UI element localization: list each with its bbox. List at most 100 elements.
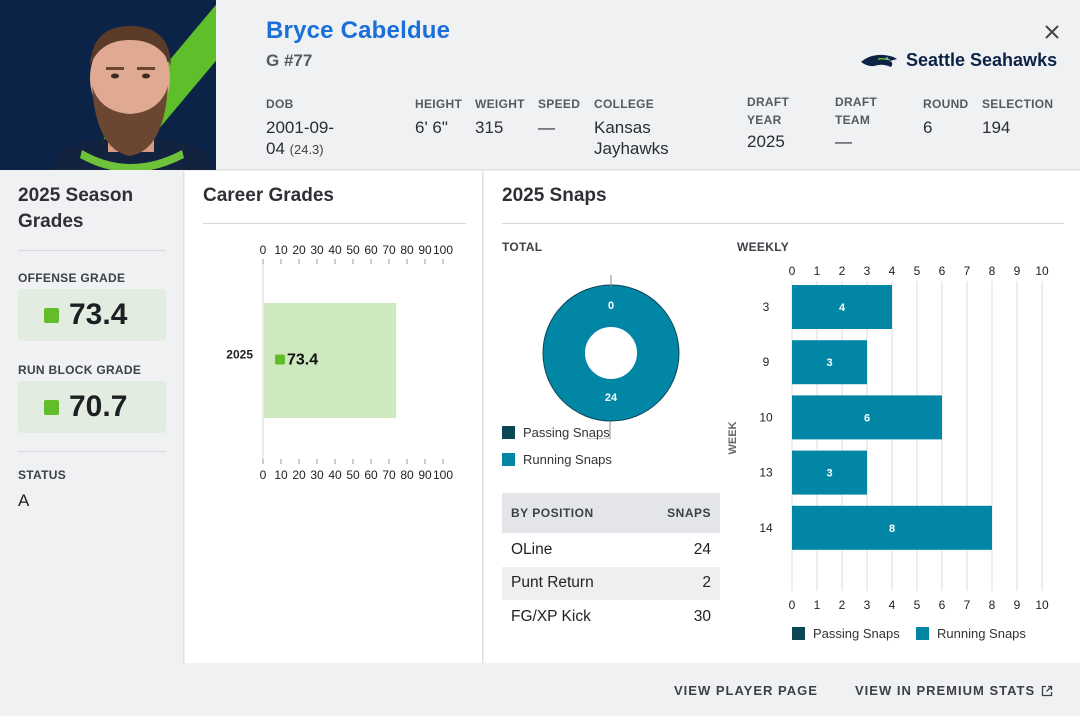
draft-team-value: — bbox=[835, 132, 852, 151]
x-tick-label: 10 bbox=[1035, 264, 1049, 278]
weekly-snaps-chart: 0 0 1 1 2 2 3 3 4 4 5 5 6 6 7 7 8 8 9 9 10 10 WEEK 3 4 9 3 10 6 13 3 14… bbox=[727, 264, 1049, 612]
x-tick-label-top: 80 bbox=[400, 243, 414, 257]
run-block-grade-label: RUN BLOCK GRADE bbox=[18, 363, 142, 377]
team-name: Seattle Seahawks bbox=[906, 50, 1058, 70]
dob-label: DOB bbox=[266, 97, 294, 111]
draft-year-value: 2025 bbox=[747, 132, 785, 151]
offense-grade-label: OFFENSE GRADE bbox=[18, 271, 126, 285]
footer: VIEW PLAYER PAGE VIEW IN PREMIUM STATS bbox=[0, 663, 1080, 716]
season-grades-title: 2025 Season Grades bbox=[18, 185, 134, 232]
speed-label: SPEED bbox=[538, 97, 581, 111]
run-block-grade: 70.7 bbox=[18, 381, 166, 433]
x-tick-label-bottom: 100 bbox=[433, 468, 453, 482]
weight-value: 315 bbox=[475, 118, 504, 137]
x-tick-label-top: 0 bbox=[260, 243, 267, 257]
x-tick-label: 7 bbox=[964, 598, 971, 612]
x-tick-label: 2 bbox=[839, 264, 846, 278]
x-tick-label-bottom: 50 bbox=[346, 468, 360, 482]
view-player-page-link[interactable]: VIEW PLAYER PAGE bbox=[674, 683, 818, 698]
seahawks-logo-icon bbox=[861, 54, 897, 67]
x-tick-label-bottom: 60 bbox=[364, 468, 378, 482]
x-tick-label-bottom: 30 bbox=[310, 468, 324, 482]
external-link-icon bbox=[1041, 685, 1053, 696]
selection-value: 194 bbox=[982, 118, 1011, 137]
player-photo bbox=[0, 0, 216, 170]
col-position[interactable]: BY POSITION bbox=[502, 493, 638, 533]
x-tick-label-bottom: 10 bbox=[274, 468, 288, 482]
career-bar[interactable] bbox=[264, 303, 397, 418]
view-premium-stats-link[interactable]: VIEW IN PREMIUM STATS bbox=[855, 683, 1053, 698]
total-snaps-donut: 0 24 bbox=[542, 275, 680, 439]
weekly-legend-passing: Passing Snaps bbox=[792, 626, 900, 641]
x-tick-label-top: 10 bbox=[274, 243, 288, 257]
round-value: 6 bbox=[923, 118, 933, 137]
x-tick-label-top: 50 bbox=[346, 243, 360, 257]
team[interactable]: Seattle Seahawks bbox=[860, 50, 1057, 71]
close-icon[interactable] bbox=[1040, 20, 1064, 44]
x-tick-label-bottom: 90 bbox=[418, 468, 432, 482]
x-tick-label: 5 bbox=[914, 264, 921, 278]
bar-data-label: 3 bbox=[826, 357, 832, 369]
weekly-bar[interactable] bbox=[792, 285, 892, 329]
table-row: FG/XP Kick 30 bbox=[511, 607, 711, 625]
col-snaps[interactable]: SNAPS bbox=[637, 493, 720, 533]
x-tick-label: 4 bbox=[889, 264, 896, 278]
bar-data-label: 6 bbox=[864, 412, 870, 424]
grade-dot-icon bbox=[275, 354, 285, 365]
x-tick-label: 0 bbox=[789, 264, 796, 278]
x-tick-label-top: 70 bbox=[382, 243, 396, 257]
week-label: 10 bbox=[759, 410, 773, 424]
selection-label: SELECTION bbox=[982, 97, 1054, 111]
weekly-bar[interactable] bbox=[792, 505, 992, 550]
age: (24.3) bbox=[289, 142, 324, 157]
y-axis-title: WEEK bbox=[727, 421, 739, 454]
weekly-legend-running: Running Snaps bbox=[916, 626, 1026, 641]
player-name[interactable]: Bryce Cabeldue bbox=[266, 17, 451, 44]
donut-slice[interactable] bbox=[543, 285, 679, 421]
weight-label: WEIGHT bbox=[475, 97, 525, 111]
x-tick-label: 0 bbox=[789, 598, 796, 612]
career-grades-panel: Career Grades 0 0 10 10 20 20 30 30 40 40 50 50 60 60… bbox=[185, 171, 483, 663]
snaps-title: 2025 Snaps bbox=[502, 185, 607, 206]
total-label: TOTAL bbox=[502, 240, 543, 254]
round-label: ROUND bbox=[923, 97, 969, 111]
offense-grade: 73.4 bbox=[18, 289, 166, 341]
x-tick-label-bottom: 0 bbox=[260, 468, 267, 482]
x-tick-label-top: 60 bbox=[364, 243, 378, 257]
x-tick-label-top: 30 bbox=[310, 243, 324, 257]
x-tick-label: 3 bbox=[864, 598, 871, 612]
bar-data-label: 4 bbox=[839, 302, 846, 314]
table-row: OLine 24 bbox=[511, 540, 711, 558]
x-tick-label: 6 bbox=[939, 598, 946, 612]
x-tick-label-bottom: 80 bbox=[400, 468, 414, 482]
x-tick-label-bottom: 70 bbox=[382, 468, 396, 482]
table-row: Punt Return 2 bbox=[502, 566, 720, 600]
weekly-bar[interactable] bbox=[792, 395, 942, 440]
x-tick-label: 3 bbox=[864, 264, 871, 278]
weekly-bar[interactable] bbox=[792, 450, 867, 495]
running-swatch-icon bbox=[916, 627, 929, 640]
x-tick-label: 10 bbox=[1035, 598, 1049, 612]
height-label: HEIGHT bbox=[415, 97, 463, 111]
data-label: 73.4 bbox=[287, 352, 318, 369]
x-tick-label: 9 bbox=[1014, 598, 1021, 612]
x-tick-label: 1 bbox=[814, 598, 821, 612]
donut-legend-running: Running Snaps bbox=[502, 452, 612, 467]
category-label: 2025 bbox=[226, 348, 253, 362]
x-tick-label: 7 bbox=[964, 264, 971, 278]
week-label: 13 bbox=[759, 466, 773, 480]
x-tick-label-top: 90 bbox=[418, 243, 432, 257]
dob-value: 2001-09- 04 (24.3) bbox=[266, 118, 335, 158]
weekly-bar[interactable] bbox=[792, 340, 867, 385]
draft-year-label: DRAFT YEAR bbox=[747, 95, 790, 127]
career-grades-chart: 0 0 10 10 20 20 30 30 40 40 50 50 60 60 70 70 80 80 90 90 10… bbox=[185, 171, 483, 663]
donut-legend-passing: Passing Snaps bbox=[502, 425, 610, 440]
offense-grade-value: 73.4 bbox=[69, 298, 128, 331]
position-snaps-table: BY POSITION SNAPS OLine 24 Punt Return 2… bbox=[502, 493, 720, 634]
player-header: Bryce Cabeldue G #77 Seattle Seahawks DO… bbox=[0, 0, 1080, 170]
college-label: COLLEGE bbox=[594, 97, 655, 111]
x-tick-label: 4 bbox=[889, 598, 896, 612]
running-swatch-icon bbox=[502, 453, 515, 466]
x-tick-label: 5 bbox=[914, 598, 921, 612]
weekly-label: WEEKLY bbox=[737, 240, 790, 254]
